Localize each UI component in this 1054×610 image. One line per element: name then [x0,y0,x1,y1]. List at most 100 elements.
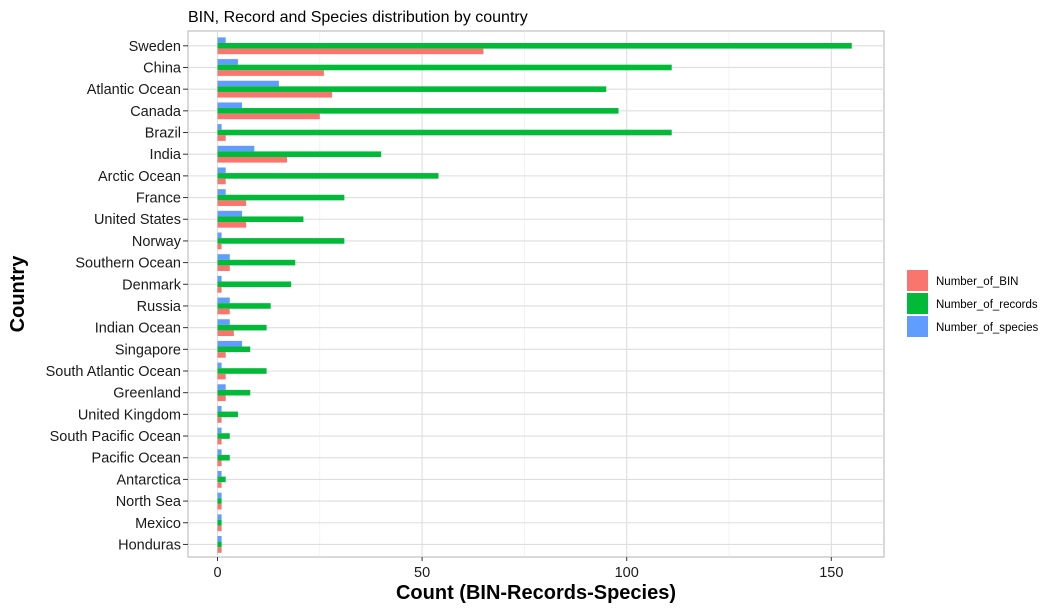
bar-number-of-species [217,124,222,130]
bar-number-of-species [217,80,279,87]
y-tick-label: Atlantic Ocean [87,82,181,98]
bar-number-of-species [217,232,222,239]
legend-label: Number_of_records [936,299,1038,311]
bar-number-of-records [217,64,672,71]
bar-number-of-species [217,210,243,217]
bar-number-of-records [217,433,230,439]
bar-number-of-species [217,514,222,520]
bar-number-of-bin [217,48,484,55]
bar-number-of-bin [217,417,222,423]
bar-number-of-bin [217,503,222,510]
y-tick-label: Sweden [129,39,181,55]
y-tick-label: Mexico [135,516,181,532]
y-tick-label: Pacific Ocean [92,451,181,467]
bar-number-of-records [217,238,345,244]
bar-number-of-bin [217,373,226,380]
y-tick-label: India [150,147,182,163]
legend-label: Number_of_species [936,322,1039,334]
bar-number-of-records [217,324,267,331]
x-tick-label: 100 [615,565,639,581]
bar-number-of-species [217,189,226,195]
legend-swatch [907,293,928,314]
bar-number-of-records [217,194,345,201]
bar-number-of-records [217,303,271,309]
y-tick-label: Denmark [122,277,182,293]
y-tick-label: Russia [137,299,182,315]
bar-number-of-records [217,86,607,92]
bar-number-of-species [217,471,222,477]
bar-number-of-species [217,297,230,304]
y-tick-label: Brazil [145,126,181,142]
bar-number-of-bin [217,525,222,532]
bar-number-of-bin [217,287,222,293]
bar-number-of-records [217,129,672,136]
bar-number-of-records [217,519,222,526]
legend-swatch [907,270,928,291]
y-tick-label: United Kingdom [78,407,181,423]
bar-number-of-species [217,492,222,499]
bar-number-of-bin [217,352,226,358]
y-tick-label: Southern Ocean [75,256,181,272]
bar-number-of-records [217,498,222,504]
bar-number-of-species [217,340,243,347]
bar-number-of-records [217,259,296,266]
bar-number-of-species [217,59,238,65]
y-tick-label: United States [94,212,181,228]
x-tick-label: 150 [819,565,843,581]
bar-number-of-bin [217,243,222,250]
bar-number-of-bin [217,547,222,553]
y-tick-label: Antarctica [117,472,182,488]
bar-number-of-records [217,541,222,548]
chart-title: BIN, Record and Species distribution by … [188,9,528,26]
bar-number-of-records [217,389,251,396]
y-tick-label: Greenland [113,386,181,402]
y-tick-label: Singapore [115,342,181,358]
y-tick-label: France [136,191,181,207]
y-tick-label: Indian Ocean [95,321,181,337]
bar-number-of-species [217,254,230,260]
bar-number-of-bin [217,222,247,228]
bar-number-of-bin [217,157,288,163]
y-axis-tick-labels: Sweden China Atlantic Ocean Canada Brazil Ind… [46,39,188,553]
bar-number-of-species [217,405,222,412]
bar-number-of-species [217,102,243,109]
bar-number-of-bin [217,308,230,315]
bar-number-of-records [217,368,267,374]
bar-number-of-species [217,427,222,434]
bar-number-of-bin [217,395,226,402]
bar-number-of-records [217,151,382,157]
bar-number-of-species [217,384,226,390]
bar-number-of-records [217,108,619,114]
legend: Number_of_BIN Number_of_records Number_of_… [907,270,1039,337]
y-tick-label: Honduras [118,537,181,553]
bar-number-of-species [217,167,226,174]
bar-number-of-bin [217,178,226,185]
x-axis-label: Count (BIN-Records-Species) [396,582,676,604]
bar-number-of-species [217,362,222,369]
y-tick-label: South Pacific Ocean [50,429,181,445]
x-tick-label: 50 [414,565,430,581]
y-tick-label: China [143,60,182,76]
bar-number-of-records [217,346,251,353]
bars [217,37,852,553]
bar-number-of-bin [217,70,324,76]
bar-number-of-species [217,449,222,455]
bar-number-of-records [217,476,226,483]
bar-number-of-bin [217,200,247,206]
bar-number-of-bin [217,91,333,98]
bar-number-of-records [217,216,304,223]
bar-number-of-bin [217,265,230,271]
bar-number-of-bin [217,460,222,467]
bar-number-of-bin [217,330,234,337]
y-tick-label: Arctic Ocean [98,169,181,185]
x-tick-label: 0 [213,565,221,581]
bar-number-of-bin [217,135,226,141]
bar-number-of-records [217,411,238,418]
y-tick-label: South Atlantic Ocean [46,364,181,380]
y-tick-label: North Sea [116,494,182,510]
bar-number-of-species [217,145,255,152]
bar-number-of-species [217,275,222,282]
y-tick-label: Norway [132,234,182,250]
bar-number-of-bin [217,113,320,120]
